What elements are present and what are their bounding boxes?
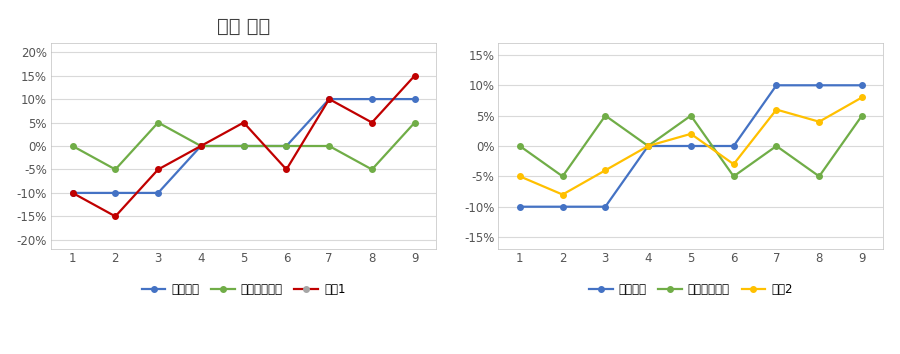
요구만족개선	[281, 144, 292, 148]
비용절감	[515, 205, 526, 209]
비용절감	[814, 83, 824, 87]
통핅2	[600, 168, 611, 172]
요구만족개선	[68, 144, 78, 148]
비용절감	[857, 83, 868, 87]
Legend: 비용절감, 요구만족개선, 통핅1: 비용절감, 요구만족개선, 통핅1	[137, 279, 350, 301]
요구만족개선	[410, 120, 420, 125]
비용절감	[366, 97, 377, 101]
Line: 비용절감: 비용절감	[517, 82, 865, 210]
Line: 요구만족개선: 요구만족개선	[70, 120, 418, 172]
요구만족개선	[366, 167, 377, 172]
요구만족개선	[195, 144, 206, 148]
비용절감	[68, 191, 78, 195]
요구만족개선	[814, 174, 824, 178]
비용절감	[195, 144, 206, 148]
Line: 통핅1: 통핅1	[70, 73, 418, 219]
요구만족개선	[515, 144, 526, 148]
Line: 비용절감: 비용절감	[70, 96, 418, 196]
비용절감	[643, 144, 653, 148]
비용절감	[410, 97, 420, 101]
통핅1	[195, 144, 206, 148]
비용절감	[728, 144, 739, 148]
통핅1	[153, 167, 164, 172]
통핅2	[515, 174, 526, 178]
통핅2	[814, 120, 824, 124]
통핅1	[238, 120, 249, 125]
비용절감	[324, 97, 335, 101]
통핅1	[68, 191, 78, 195]
요구만족개선	[324, 144, 335, 148]
비용절감	[281, 144, 292, 148]
통핅1	[281, 167, 292, 172]
요구만족개선	[686, 114, 697, 118]
요구만족개선	[600, 114, 611, 118]
비용절감	[557, 205, 568, 209]
Line: 요구만족개선: 요구만족개선	[517, 113, 865, 179]
통핅1	[410, 74, 420, 78]
비용절감	[238, 144, 249, 148]
요구만족개선	[238, 144, 249, 148]
Legend: 비용절감, 요구만족개선, 통핅2: 비용절감, 요구만족개선, 통핅2	[584, 279, 797, 301]
통핅1	[324, 97, 335, 101]
통핅1	[110, 214, 121, 218]
비용절감	[600, 205, 611, 209]
요구만족개선	[557, 174, 568, 178]
요구만족개선	[771, 144, 782, 148]
Line: 통핅2: 통핅2	[517, 95, 865, 197]
통핅2	[728, 162, 739, 166]
통핅2	[771, 108, 782, 112]
통핅2	[857, 95, 868, 99]
비용절감	[771, 83, 782, 87]
요구만족개선	[857, 114, 868, 118]
통핅2	[557, 193, 568, 197]
비용절감	[153, 191, 164, 195]
통핅1	[366, 120, 377, 125]
통핅2	[686, 132, 697, 136]
통핅2	[643, 144, 653, 148]
Title: 싰트 제목: 싰트 제목	[217, 17, 270, 36]
요구만족개선	[728, 174, 739, 178]
요구만족개선	[153, 120, 164, 125]
요구만족개선	[110, 167, 121, 172]
비용절감	[686, 144, 697, 148]
요구만족개선	[643, 144, 653, 148]
비용절감	[110, 191, 121, 195]
